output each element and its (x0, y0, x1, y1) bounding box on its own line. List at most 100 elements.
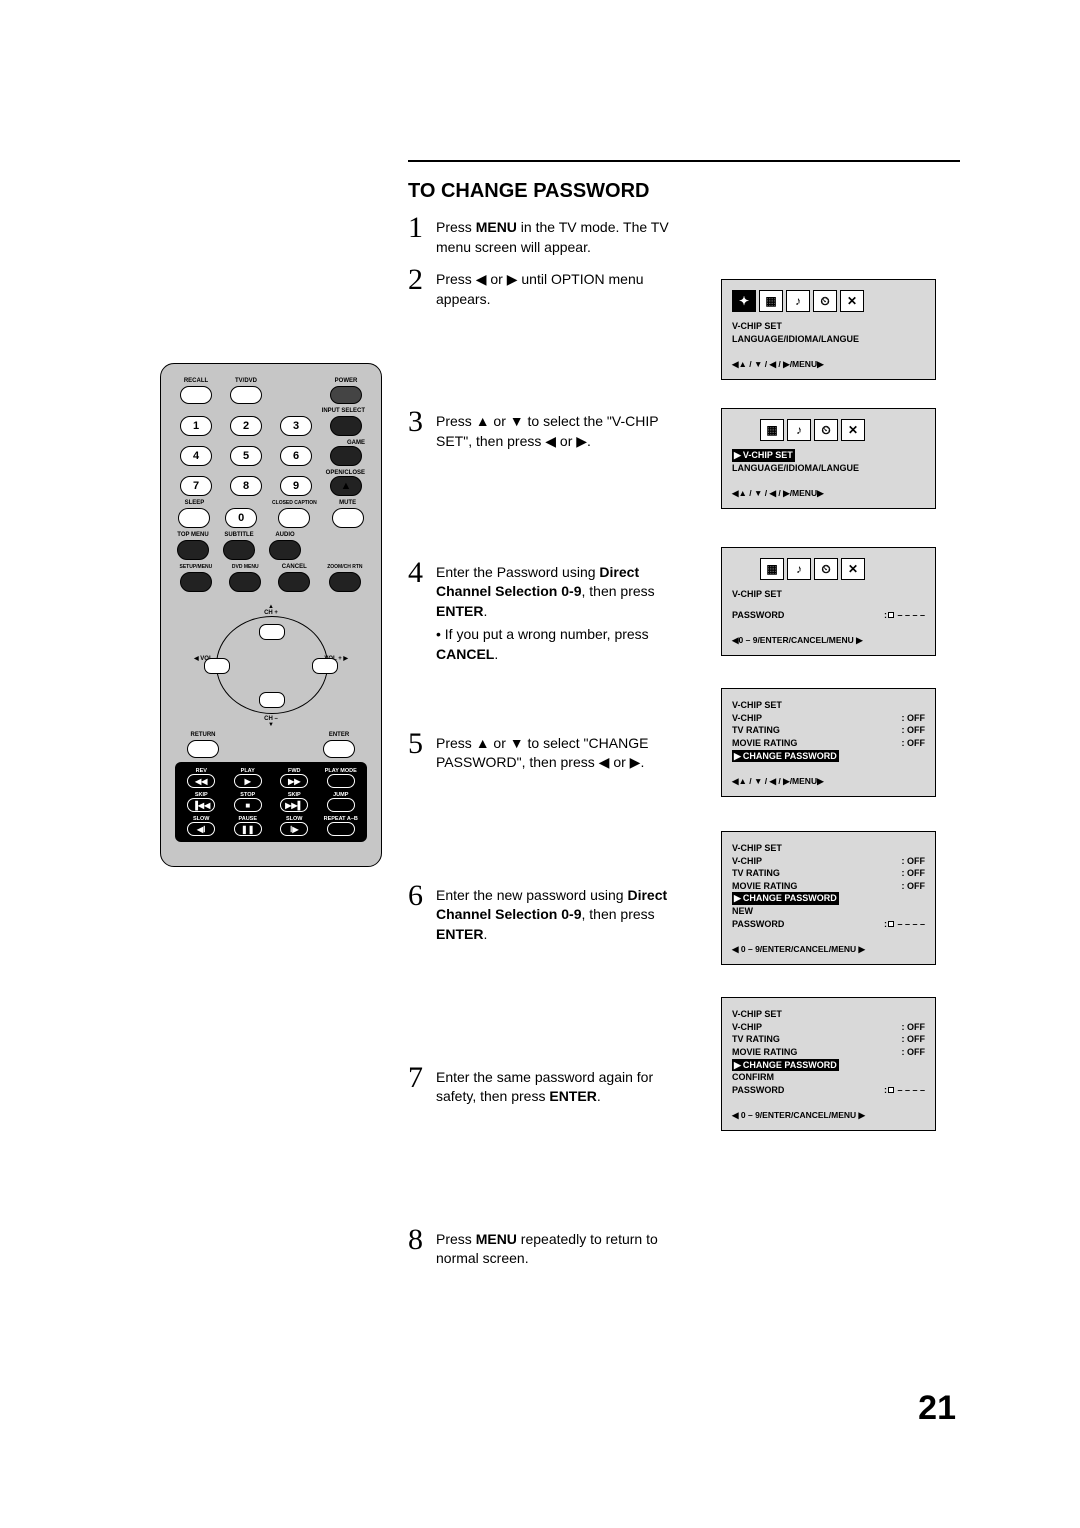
button-down (259, 692, 285, 708)
menu-item-vchip-selected: V-CHIP SET (732, 449, 795, 462)
label-topmenu: TOP MENU (177, 532, 208, 538)
row-change-password: CHANGE PASSWORD (732, 750, 839, 763)
row-movie-val: : OFF (902, 1046, 926, 1059)
step-4: 4 Enter the Password using Direct Channe… (408, 558, 693, 665)
icon-audio: ♪ (787, 419, 811, 441)
label-cc: CLOSED CAPTION (272, 501, 317, 506)
button-stop: ■ (234, 798, 262, 812)
step-5: 5 Press ▲ or ▼ to select "CHANGE PASSWOR… (408, 729, 693, 773)
button-1: 1 (180, 416, 212, 436)
screens-column: ✦ ▦ ♪ ⏲ ✕ V-CHIP SET LANGUAGE/IDIOMA/LAN… (721, 213, 936, 1277)
step-number: 8 (408, 1225, 430, 1255)
screen-change-password: V-CHIP SET V-CHIP: OFF TV RATING: OFF MO… (721, 688, 936, 797)
step-text: Press ▲ or ▼ to select "CHANGE PASSWORD"… (436, 729, 693, 773)
step-2: 2 Press ◀ or ▶ until OPTION menu appears… (408, 265, 693, 309)
screen-password-entry: ▦ ♪ ⏲ ✕ V-CHIP SET PASSWORD: – – – – ◀0 … (721, 547, 936, 656)
label-ch-minus: CH – (264, 716, 278, 722)
icon-timer: ⏲ (814, 558, 838, 580)
button-0: 0 (225, 508, 257, 528)
row-tvrating-val: : OFF (902, 1033, 926, 1046)
step-text: Press ▲ or ▼ to select the "V-CHIP SET",… (436, 407, 693, 451)
menu-item-language: LANGUAGE/IDIOMA/LANGUE (732, 333, 925, 346)
step-number: 4 (408, 558, 430, 588)
screen-new-password: V-CHIP SET V-CHIP: OFF TV RATING: OFF MO… (721, 831, 936, 965)
row-vchip: V-CHIP (732, 1021, 762, 1034)
label-password: PASSWORD (732, 609, 784, 622)
label-setupmenu: SETUP/MENU (179, 565, 212, 570)
step-text: Enter the same password again for safety… (436, 1063, 693, 1107)
button-input-select (330, 416, 362, 436)
row-vchip-val: : OFF (902, 1021, 926, 1034)
button-playmode (327, 774, 355, 788)
row-vchip: V-CHIP (732, 855, 762, 868)
button-dvdmenu (229, 572, 261, 592)
label-return: RETURN (191, 732, 216, 738)
button-recall (180, 386, 212, 404)
button-play: ▶ (234, 774, 262, 788)
step-number: 2 (408, 265, 430, 295)
row-change-password: CHANGE PASSWORD (732, 1059, 839, 1072)
button-openclose: ▲ (330, 476, 362, 496)
icon-timer: ⏲ (813, 290, 837, 312)
screen-option-menu: ✦ ▦ ♪ ⏲ ✕ V-CHIP SET LANGUAGE/IDIOMA/LAN… (721, 279, 936, 380)
button-9: 9 (280, 476, 312, 496)
password-field: : – – – – (884, 918, 925, 931)
label-enter: ENTER (329, 732, 349, 738)
row-change-password: CHANGE PASSWORD (732, 892, 839, 905)
step-text: Press MENU repeatedly to return to norma… (436, 1225, 693, 1269)
icon-setup: ✕ (840, 290, 864, 312)
button-sleep (178, 508, 210, 528)
button-pause: ❚❚ (234, 822, 262, 836)
label-sleep: SLEEP (185, 500, 205, 506)
button-tvdvd (230, 386, 262, 404)
button-repeat (327, 822, 355, 836)
step-3: 3 Press ▲ or ▼ to select the "V-CHIP SET… (408, 407, 693, 451)
page-number: 21 (918, 1389, 956, 1428)
section-title: TO CHANGE PASSWORD (408, 180, 960, 203)
label-input-select: INPUT SELECT (171, 408, 365, 414)
label-cancel: CANCEL (282, 564, 307, 570)
row-new: NEW (732, 905, 925, 918)
label-mute: MUTE (339, 500, 356, 506)
label-recall: RECALL (184, 378, 208, 384)
menu-header: V-CHIP SET (732, 699, 925, 712)
step-8: 8 Press MENU repeatedly to return to nor… (408, 1225, 693, 1269)
button-mute (332, 508, 364, 528)
button-skip-f: ▶▶▌ (280, 798, 308, 812)
menu-icon-row: ✦ ▦ ♪ ⏲ ✕ (732, 290, 925, 312)
row-movie: MOVIE RATING (732, 880, 797, 893)
steps-column: 1 Press MENU in the TV mode. The TV menu… (408, 213, 693, 1277)
icon-audio: ♪ (787, 558, 811, 580)
row-confirm: CONFIRM (732, 1071, 925, 1084)
button-8: 8 (230, 476, 262, 496)
button-jump (327, 798, 355, 812)
menu-item-vchip: V-CHIP SET (732, 320, 925, 333)
row-movie: MOVIE RATING (732, 1046, 797, 1059)
row-movie-val: : OFF (902, 737, 926, 750)
playback-grid: REV◀◀ PLAY▶ FWD▶▶ PLAY MODE SKIP▐◀◀ STOP… (175, 762, 367, 842)
button-5: 5 (230, 446, 262, 466)
button-4: 4 (180, 446, 212, 466)
row-movie-val: : OFF (902, 880, 926, 893)
step-6: 6 Enter the new password using Direct Ch… (408, 881, 693, 945)
button-2: 2 (230, 416, 262, 436)
icon-picture: ▦ (760, 558, 784, 580)
label-audio: AUDIO (275, 532, 294, 538)
icon-timer: ⏲ (814, 419, 838, 441)
button-power (330, 386, 362, 404)
step-text: Press ◀ or ▶ until OPTION menu appears. (436, 265, 693, 309)
menu-header: V-CHIP SET (732, 842, 925, 855)
step-text: Press MENU in the TV mode. The TV menu s… (436, 213, 693, 257)
button-topmenu (177, 540, 209, 560)
button-zoom (329, 572, 361, 592)
row-password: PASSWORD (732, 1084, 784, 1097)
button-7: 7 (180, 476, 212, 496)
step-1: 1 Press MENU in the TV mode. The TV menu… (408, 213, 693, 257)
manual-page: TO CHANGE PASSWORD RECALL TV/DVD POWER I… (0, 0, 1080, 1528)
row-vchip-val: : OFF (902, 855, 926, 868)
button-audio (269, 540, 301, 560)
label-subtitle: SUBTITLE (224, 532, 253, 538)
row-vchip-val: : OFF (902, 712, 926, 725)
step-number: 5 (408, 729, 430, 759)
menu-foot: ◀▲ / ▼ / ◀ / ▶/MENU▶ (732, 776, 925, 788)
